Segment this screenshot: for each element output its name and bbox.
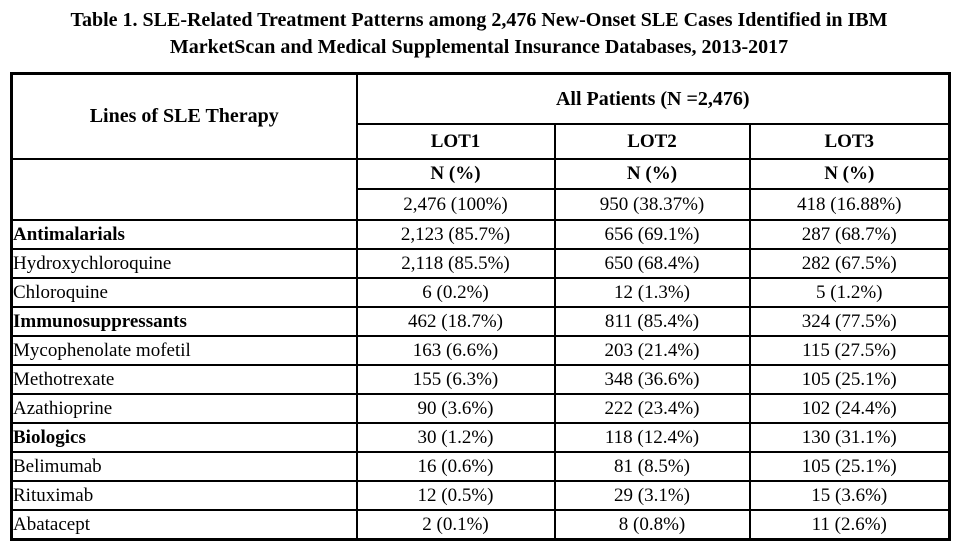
cell-lot2: 811 (85.4%) (553, 306, 751, 337)
corner-header: Lines of SLE Therapy (10, 72, 358, 160)
n-pct-header-lot3: N (%) (748, 158, 951, 190)
row-label: Abatacept (10, 509, 358, 541)
table-title-line2: MarketScan and Medical Supplemental Insu… (169, 36, 789, 58)
cell-lot3: 5 (1.2%) (748, 277, 951, 308)
cell-lot2: 118 (12.4%) (553, 422, 751, 453)
table-row-immunosuppressants: Immunosuppressants 462 (18.7%) 811 (85.4… (10, 306, 951, 337)
cell-lot3: 105 (25.1%) (748, 364, 951, 395)
table-row-belimumab: Belimumab 16 (0.6%) 81 (8.5%) 105 (25.1%… (10, 451, 951, 482)
lot2-header: LOT2 (553, 123, 751, 160)
cell-lot3: 11 (2.6%) (748, 509, 951, 541)
lot1-header: LOT1 (355, 123, 556, 160)
cell-lot3: 287 (68.7%) (748, 219, 951, 250)
table-row-azathioprine: Azathioprine 90 (3.6%) 222 (23.4%) 102 (… (10, 393, 951, 424)
cell-lot1: 2,118 (85.5%) (355, 248, 556, 279)
header-row-n-pct: N (%) N (%) N (%) (10, 158, 951, 221)
row-label: Chloroquine (10, 277, 358, 308)
row-label: Antimalarials (10, 219, 358, 250)
cell-lot2: 29 (3.1%) (553, 480, 751, 511)
table-row-mycophenolate-mofetil: Mycophenolate mofetil 163 (6.6%) 203 (21… (10, 335, 951, 366)
empty-corner-cell (10, 158, 358, 221)
cell-lot2: 8 (0.8%) (553, 509, 751, 541)
cell-lot1: 16 (0.6%) (355, 451, 556, 482)
row-label: Rituximab (10, 480, 358, 511)
total-lot1: 2,476 (100%) (355, 188, 556, 221)
table-row-hydroxychloroquine: Hydroxychloroquine 2,118 (85.5%) 650 (68… (10, 248, 951, 279)
table-title-line1: Table 1. SLE-Related Treatment Patterns … (70, 9, 888, 31)
row-label: Biologics (10, 422, 358, 453)
cell-lot3: 105 (25.1%) (748, 451, 951, 482)
cell-lot1: 12 (0.5%) (355, 480, 556, 511)
cell-lot3: 324 (77.5%) (748, 306, 951, 337)
table-row-methotrexate: Methotrexate 155 (6.3%) 348 (36.6%) 105 … (10, 364, 951, 395)
cell-lot2: 656 (69.1%) (553, 219, 751, 250)
table-row-biologics: Biologics 30 (1.2%) 118 (12.4%) 130 (31.… (10, 422, 951, 453)
lot3-header: LOT3 (748, 123, 951, 160)
row-label: Azathioprine (10, 393, 358, 424)
table-title: Table 1. SLE-Related Treatment Patterns … (0, 0, 958, 61)
table-row-antimalarials: Antimalarials 2,123 (85.7%) 656 (69.1%) … (10, 219, 951, 250)
total-lot2: 950 (38.37%) (553, 188, 751, 221)
row-label: Belimumab (10, 451, 358, 482)
treatment-patterns-table: Lines of SLE Therapy All Patients (N =2,… (10, 72, 952, 541)
n-pct-header-lot1: N (%) (355, 158, 556, 190)
cell-lot2: 650 (68.4%) (553, 248, 751, 279)
table-row-abatacept: Abatacept 2 (0.1%) 8 (0.8%) 11 (2.6%) (10, 509, 951, 541)
row-label: Methotrexate (10, 364, 358, 395)
header-row-lots: LOT1 LOT2 LOT3 (12, 123, 951, 160)
cell-lot3: 15 (3.6%) (748, 480, 951, 511)
row-label: Immunosuppressants (10, 306, 358, 337)
cell-lot1: 2,123 (85.7%) (355, 219, 556, 250)
row-label: Mycophenolate mofetil (10, 335, 358, 366)
total-lot3: 418 (16.88%) (748, 188, 951, 221)
all-patients-header: All Patients (N =2,476) (355, 72, 951, 125)
cell-lot3: 115 (27.5%) (748, 335, 951, 366)
row-label: Hydroxychloroquine (10, 248, 358, 279)
n-pct-header-lot2: N (%) (553, 158, 751, 190)
totals-row: 2,476 (100%) 950 (38.37%) 418 (16.88%) (12, 188, 951, 221)
table-row-rituximab: Rituximab 12 (0.5%) 29 (3.1%) 15 (3.6%) (10, 480, 951, 511)
header-row-all-patients: Lines of SLE Therapy All Patients (N =2,… (10, 72, 951, 160)
cell-lot1: 2 (0.1%) (355, 509, 556, 541)
table-row-chloroquine: Chloroquine 6 (0.2%) 12 (1.3%) 5 (1.2%) (10, 277, 951, 308)
cell-lot1: 155 (6.3%) (355, 364, 556, 395)
cell-lot2: 12 (1.3%) (553, 277, 751, 308)
cell-lot2: 81 (8.5%) (553, 451, 751, 482)
cell-lot3: 102 (24.4%) (748, 393, 951, 424)
cell-lot1: 6 (0.2%) (355, 277, 556, 308)
cell-lot3: 282 (67.5%) (748, 248, 951, 279)
cell-lot2: 203 (21.4%) (553, 335, 751, 366)
cell-lot2: 348 (36.6%) (553, 364, 751, 395)
cell-lot1: 462 (18.7%) (355, 306, 556, 337)
cell-lot1: 163 (6.6%) (355, 335, 556, 366)
cell-lot2: 222 (23.4%) (553, 393, 751, 424)
cell-lot1: 30 (1.2%) (355, 422, 556, 453)
cell-lot3: 130 (31.1%) (748, 422, 951, 453)
cell-lot1: 90 (3.6%) (355, 393, 556, 424)
